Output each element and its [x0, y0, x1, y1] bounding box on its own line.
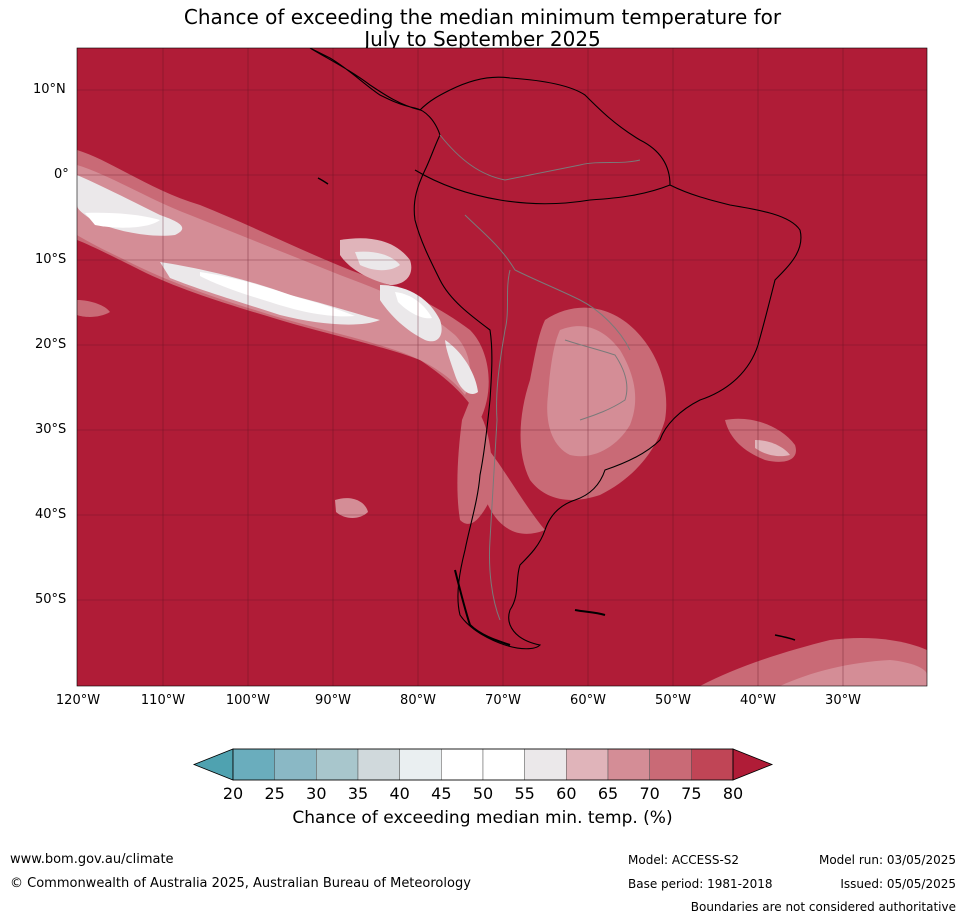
lon-label-100w: 100°W — [225, 693, 271, 708]
contour-65-atlantic — [755, 440, 790, 457]
contour-55-d — [380, 285, 442, 342]
colorbar-tick-label: 25 — [264, 784, 285, 803]
colorbar-tick-label: 40 — [389, 784, 410, 803]
country-border-north — [439, 134, 641, 181]
colorbar-tick-label: 75 — [681, 784, 702, 803]
lon-label-60w: 60°W — [570, 693, 606, 708]
lon-label-40w: 40°W — [740, 693, 776, 708]
colorbar-segment — [274, 748, 317, 781]
colorbar-tick-label: 55 — [514, 784, 535, 803]
colorbar-tick-label: 45 — [431, 784, 452, 803]
map-area — [77, 48, 927, 686]
colorbar-tick-label: 70 — [639, 784, 660, 803]
colorbar-extend-low — [192, 748, 234, 781]
colorbar-segment — [316, 748, 359, 781]
falkland-islands — [574, 609, 606, 616]
colorbar-segment — [441, 748, 484, 781]
lon-label-80w: 80°W — [400, 693, 436, 708]
map-title-line-2: July to September 2025 — [364, 27, 601, 51]
lon-label-30w: 30°W — [825, 693, 861, 708]
colorbar-segment — [607, 748, 650, 781]
lat-label-20s: 20°S — [35, 337, 67, 352]
colorbar — [192, 748, 774, 781]
lat-label-0: 0° — [54, 167, 69, 182]
footer-website[interactable]: www.bom.gov.au/climate — [10, 852, 174, 867]
colorbar-tick-label: 65 — [597, 784, 619, 803]
contour-55-c — [355, 251, 400, 271]
south-america-coast — [309, 48, 802, 650]
contour-65-south-pacific — [335, 498, 368, 518]
footer-disclaimer: Boundaries are not considered authoritat… — [690, 900, 956, 914]
lon-label-110w: 110°W — [140, 693, 186, 708]
country-border-south — [564, 339, 628, 421]
contour-50 — [85, 212, 160, 228]
footer-base-period: Base period: 1981-2018 — [628, 877, 773, 891]
amazon-river — [414, 169, 671, 205]
galapagos-islands — [317, 177, 329, 185]
contour-70-west — [77, 300, 110, 317]
map-title-line-1: Chance of exceeding the median minimum t… — [183, 5, 782, 29]
colorbar-tick-label: 30 — [306, 784, 327, 803]
colorbar-segment — [649, 748, 692, 781]
contour-70-patagonia — [479, 440, 545, 534]
lon-label-120w: 120°W — [55, 693, 101, 708]
colorbar-segment — [232, 748, 275, 781]
contour-50-b — [200, 272, 355, 317]
colorbar-tick-label: 20 — [222, 784, 244, 803]
contour-70-chile — [457, 400, 492, 524]
colorbar-border — [232, 748, 734, 781]
map-frame — [76, 47, 928, 687]
lon-label-90w: 90°W — [315, 693, 351, 708]
chile-fjords — [454, 569, 511, 646]
contour-65-continent — [547, 326, 636, 457]
lon-label-70w: 70°W — [485, 693, 521, 708]
contour-65-southern — [780, 660, 927, 686]
andes-border — [489, 269, 511, 621]
colorbar-segment — [357, 748, 400, 781]
lat-label-50s: 50°S — [35, 592, 67, 607]
lon-label-50w: 50°W — [655, 693, 691, 708]
contour-50-d — [395, 292, 432, 319]
footer-model-run: Model run: 03/05/2025 — [818, 853, 956, 867]
country-border-central — [464, 214, 631, 351]
contour-55-e — [445, 340, 478, 395]
south-georgia — [774, 634, 796, 641]
footer-issued: Issued: 05/05/2025 — [840, 877, 956, 891]
colorbar-tick-label: 35 — [347, 784, 369, 803]
lat-label-40s: 40°S — [35, 507, 67, 522]
footer-model: Model: ACCESS-S2 — [628, 853, 740, 867]
colorbar-segment — [566, 748, 609, 781]
colorbar-tick-label: 80 — [722, 784, 744, 803]
lat-label-10s: 10°S — [35, 252, 67, 267]
lat-label-30s: 30°S — [35, 422, 67, 437]
colorbar-segment — [691, 748, 734, 781]
coastlines — [309, 48, 802, 650]
probability-contours — [77, 150, 927, 686]
colorbar-label: Chance of exceeding median min. temp. (%… — [292, 808, 673, 828]
map-background — [77, 48, 927, 686]
lat-label-10n: 10°N — [33, 82, 66, 97]
colorbar-tick-label: 60 — [556, 784, 577, 803]
footer-copyright: © Commonwealth of Australia 2025, Austra… — [10, 876, 471, 891]
graticule — [77, 48, 927, 686]
colorbar-segment — [399, 748, 442, 781]
colorbar-tick-label: 50 — [472, 784, 494, 803]
colorbar-extend-high — [732, 748, 774, 781]
colorbar-segment — [524, 748, 567, 781]
colorbar-segment — [482, 748, 525, 781]
